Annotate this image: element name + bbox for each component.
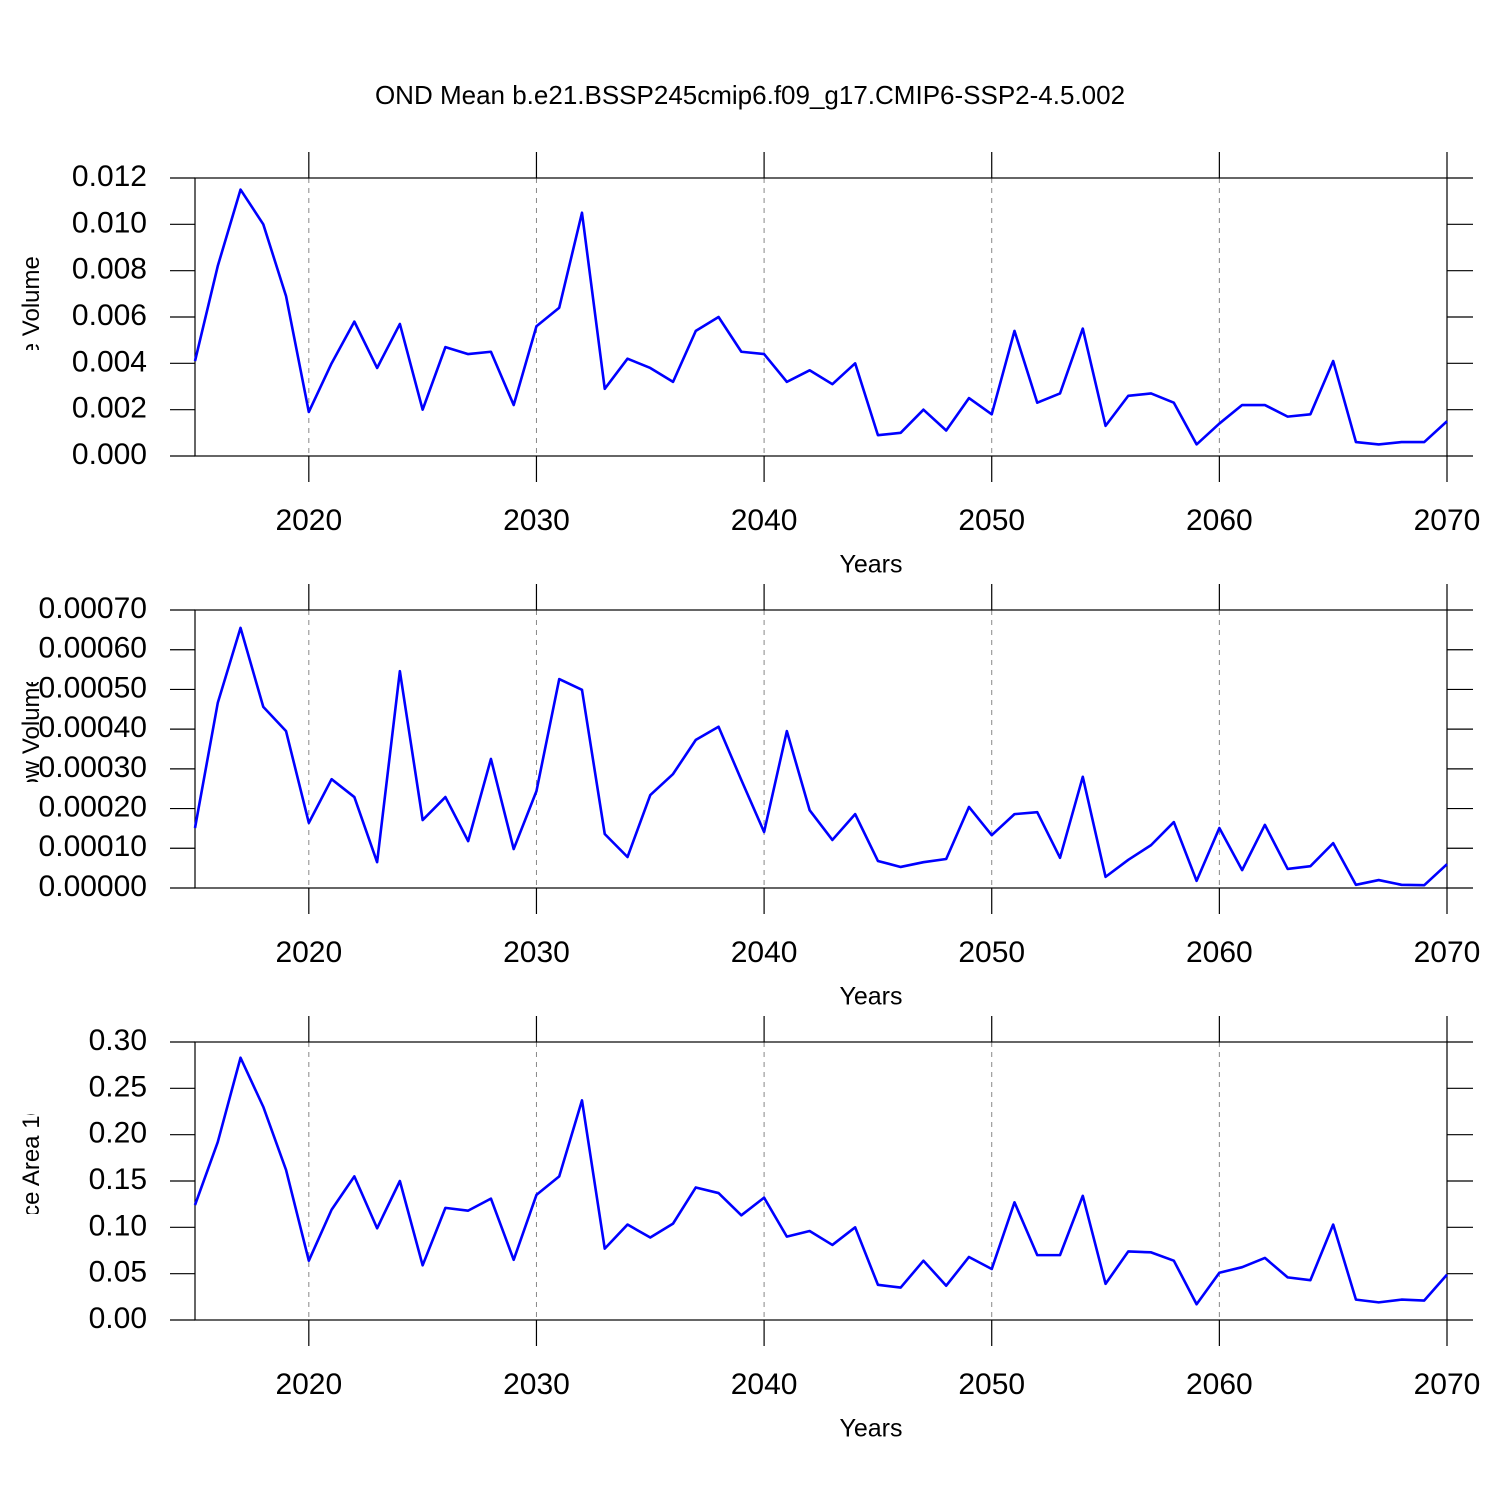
y-tick-label: 0.010 — [72, 206, 147, 239]
y-tick-label: 0.15 — [89, 1163, 147, 1196]
y-axis-label-exp: 12 — [14, 1085, 31, 1102]
y-axis-label: Hudson Ice Area 1012 m2 — [14, 1049, 45, 1313]
x-tick-label: 2050 — [958, 504, 1025, 537]
x-axis-label: Years — [839, 551, 902, 579]
y-axis-label-text: Hudson Snow Volume 10 — [18, 641, 45, 911]
panel: 2020 2030 2040 2050 2060 2070 0.000 0.002 0.004 0… — [14, 152, 1481, 579]
x-tick-label: 2020 — [275, 504, 342, 537]
y-tick-label: 0.008 — [72, 253, 147, 286]
x-tick-label: 2030 — [503, 936, 570, 969]
x-tick-label: 2050 — [958, 936, 1025, 969]
plot-frame — [194, 609, 1448, 889]
y-axis-label-exp: 13 — [14, 206, 31, 223]
y-tick-label: 0.30 — [89, 1024, 147, 1057]
y-axis-label-exp: 13 — [14, 624, 31, 641]
y-tick-label: 0.10 — [89, 1209, 147, 1242]
y-tick-label: 0.004 — [72, 345, 147, 378]
panel: 2020 2030 2040 2050 2060 2070 0.00 0.05 0.10 0.15… — [14, 1016, 1481, 1443]
y-axis-label-text: Hudson Ice Area 10 — [18, 1102, 45, 1313]
x-tick-label: 2040 — [731, 1368, 798, 1401]
y-tick-label: 0.20 — [89, 1117, 147, 1150]
y-tick-label: 0.00040 — [39, 711, 147, 744]
data-line — [193, 188, 1448, 446]
y-tick-label: 0.00000 — [39, 870, 147, 903]
y-tick-label: 0.000 — [72, 438, 147, 471]
x-tick-label: 2070 — [1414, 936, 1481, 969]
x-tick-label: 2070 — [1414, 504, 1481, 537]
x-tick-label: 2030 — [503, 1368, 570, 1401]
x-tick-label: 2060 — [1186, 504, 1253, 537]
y-axis-label-unit-exp: 2 — [14, 1049, 31, 1057]
chart-title: OND Mean b.e21.BSSP245cmip6.f09_g17.CMIP… — [375, 80, 1125, 110]
x-tick-label: 2020 — [275, 1368, 342, 1401]
x-tick-label: 2060 — [1186, 936, 1253, 969]
y-tick-label: 0.012 — [72, 160, 147, 193]
x-tick-label: 2020 — [275, 936, 342, 969]
y-axis-label: Hudson Snow Volume 1013m3 — [14, 588, 45, 911]
y-tick-label: 0.002 — [72, 392, 147, 425]
y-axis-label-unit: m — [18, 178, 45, 198]
y-tick-label: 0.00 — [89, 1302, 147, 1335]
data-line — [193, 626, 1448, 887]
x-tick-label: 2060 — [1186, 1368, 1253, 1401]
y-axis-label-unit-exp: 3 — [14, 170, 31, 178]
y-axis-label-text: Hudson Ice Volume 10 — [18, 223, 45, 465]
y-axis-label-unit: m — [18, 1057, 45, 1077]
y-tick-label: 0.00030 — [39, 751, 147, 784]
x-axis-label: Years — [839, 1415, 902, 1443]
y-tick-label: 0.00050 — [39, 671, 147, 704]
y-tick-label: 0.25 — [89, 1070, 147, 1103]
y-axis-label-unit-exp: 3 — [14, 588, 31, 596]
y-tick-label: 0.00020 — [39, 790, 147, 823]
x-tick-label: 2040 — [731, 936, 798, 969]
x-axis-label: Years — [839, 983, 902, 1011]
y-tick-label: 0.00010 — [39, 830, 147, 863]
plot-frame — [194, 177, 1448, 457]
y-tick-label: 0.00070 — [39, 592, 147, 625]
x-tick-label: 2050 — [958, 1368, 1025, 1401]
plot-frame — [194, 1041, 1448, 1321]
x-tick-label: 2030 — [503, 504, 570, 537]
x-tick-label: 2040 — [731, 504, 798, 537]
y-tick-label: 0.006 — [72, 299, 147, 332]
panel: 2020 2030 2040 2050 2060 2070 0.00000 0.00010 0.… — [14, 584, 1481, 1011]
y-axis-label: Hudson Ice Volume 1013 m3 — [14, 170, 45, 465]
data-line — [193, 1056, 1448, 1306]
y-tick-label: 0.05 — [89, 1256, 147, 1289]
y-tick-label: 0.00060 — [39, 632, 147, 665]
x-tick-label: 2070 — [1414, 1368, 1481, 1401]
